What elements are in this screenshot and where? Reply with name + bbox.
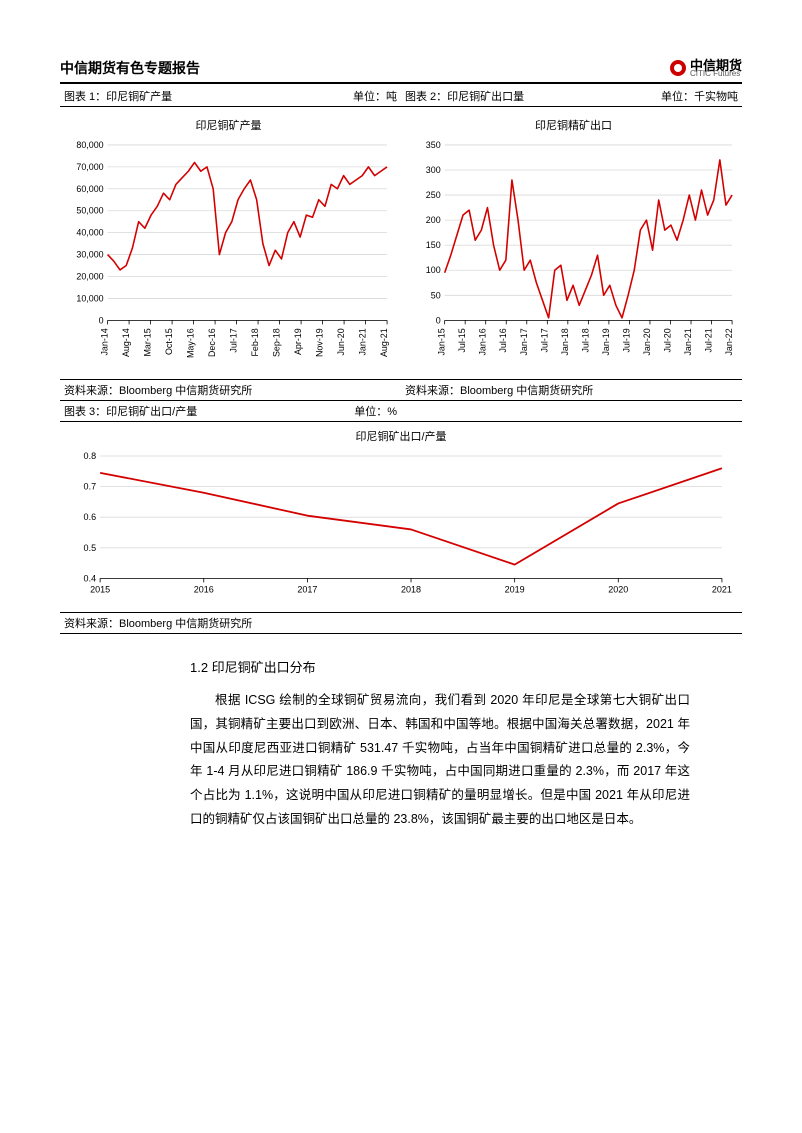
svg-text:Jan-21: Jan-21 xyxy=(358,328,368,355)
svg-text:2020: 2020 xyxy=(608,584,628,594)
svg-text:Dec-16: Dec-16 xyxy=(207,328,217,357)
svg-text:60,000: 60,000 xyxy=(76,184,103,194)
logo-icon xyxy=(670,60,686,76)
svg-text:0.4: 0.4 xyxy=(84,573,97,583)
svg-text:Jul-17: Jul-17 xyxy=(539,328,549,352)
svg-text:Jan-19: Jan-19 xyxy=(601,328,611,355)
svg-text:Mar-15: Mar-15 xyxy=(143,328,153,356)
svg-text:Jul-19: Jul-19 xyxy=(621,328,631,352)
section-title: 1.2 印尼铜矿出口分布 xyxy=(190,656,690,681)
svg-text:10,000: 10,000 xyxy=(76,293,103,303)
svg-text:0: 0 xyxy=(99,315,104,325)
figure-caption-row-top: 图表 1：印尼铜矿产量 单位：吨 图表 2：印尼铜矿出口量 单位：千实物吨 xyxy=(60,86,742,107)
figure1-unit: 单位：吨 xyxy=(353,88,397,104)
chart3-box: 印尼铜矿出口/产量 0.4 0.5 0.6 0.7 0.8 2015 2016 2017 201… xyxy=(60,428,742,608)
svg-text:Aug-21: Aug-21 xyxy=(379,328,389,357)
svg-text:Sep-18: Sep-18 xyxy=(272,328,282,357)
logo-text-en: CITIC Futures xyxy=(690,70,742,78)
svg-text:Jul-18: Jul-18 xyxy=(580,328,590,352)
figure3-caption: 图表 3：印尼铜矿出口/产量 xyxy=(64,403,197,419)
svg-text:May-16: May-16 xyxy=(186,328,196,358)
svg-text:Jul-16: Jul-16 xyxy=(498,328,508,352)
report-header: 中信期货有色专题报告 中信期货 CITIC Futures xyxy=(60,58,742,84)
figure3-unit: 单位：% xyxy=(354,403,397,419)
svg-text:Jul-21: Jul-21 xyxy=(704,328,714,352)
chart1-svg: 0 10,000 20,000 30,000 40,000 50,000 60,000 70,… xyxy=(60,137,397,375)
svg-text:150: 150 xyxy=(426,240,441,250)
brand-logo: 中信期货 CITIC Futures xyxy=(670,59,742,78)
body-text: 1.2 印尼铜矿出口分布 根据 ICSG 绘制的全球铜矿贸易流向，我们看到 20… xyxy=(190,656,690,831)
figure1-source: 资料来源：Bloomberg 中信期货研究所 xyxy=(60,380,401,400)
svg-text:Jan-22: Jan-22 xyxy=(724,328,734,355)
svg-text:20,000: 20,000 xyxy=(76,271,103,281)
svg-text:Feb-18: Feb-18 xyxy=(250,328,260,356)
figure2-caption: 图表 2：印尼铜矿出口量 xyxy=(405,88,524,104)
svg-text:2015: 2015 xyxy=(90,584,110,594)
svg-text:Nov-19: Nov-19 xyxy=(315,328,325,357)
svg-text:Jan-21: Jan-21 xyxy=(683,328,693,355)
chart2-box: 印尼铜精矿出口 0 50 100 150 200 250 300 350 Jan-15 Jul-1… xyxy=(405,111,742,375)
svg-text:250: 250 xyxy=(426,190,441,200)
chart2-svg: 0 50 100 150 200 250 300 350 Jan-15 Jul-15 Jan-16 J… xyxy=(405,137,742,375)
svg-text:0.7: 0.7 xyxy=(84,481,97,491)
svg-text:Apr-19: Apr-19 xyxy=(293,328,303,355)
svg-text:2021: 2021 xyxy=(712,584,732,594)
svg-text:2019: 2019 xyxy=(505,584,525,594)
svg-text:2016: 2016 xyxy=(194,584,214,594)
svg-text:0.8: 0.8 xyxy=(84,451,97,461)
figure3-source: 资料来源：Bloomberg 中信期货研究所 xyxy=(60,612,742,634)
chart1-box: 印尼铜矿产量 0 10,000 20,000 30,000 40,000 50,000 60… xyxy=(60,111,397,375)
svg-text:0.5: 0.5 xyxy=(84,543,97,553)
svg-text:Jan-15: Jan-15 xyxy=(437,328,447,355)
svg-text:100: 100 xyxy=(426,265,441,275)
svg-text:200: 200 xyxy=(426,215,441,225)
figure2-unit: 单位：千实物吨 xyxy=(661,88,738,104)
svg-text:30,000: 30,000 xyxy=(76,250,103,260)
svg-text:Jan-20: Jan-20 xyxy=(642,328,652,355)
chart3-svg: 0.4 0.5 0.6 0.7 0.8 2015 2016 2017 2018 2019 2020 2… xyxy=(60,448,742,608)
svg-text:2017: 2017 xyxy=(297,584,317,594)
svg-text:Jul-17: Jul-17 xyxy=(229,328,239,352)
svg-text:50: 50 xyxy=(431,290,441,300)
figure3-caption-row: 图表 3：印尼铜矿出口/产量 单位：% xyxy=(60,401,742,422)
chart1-title: 印尼铜矿产量 xyxy=(60,117,397,133)
svg-text:Jun-20: Jun-20 xyxy=(336,328,346,355)
svg-text:Jul-15: Jul-15 xyxy=(457,328,467,352)
svg-text:50,000: 50,000 xyxy=(76,206,103,216)
svg-text:300: 300 xyxy=(426,165,441,175)
svg-text:Jan-16: Jan-16 xyxy=(478,328,488,355)
svg-text:70,000: 70,000 xyxy=(76,162,103,172)
svg-text:80,000: 80,000 xyxy=(76,140,103,150)
source-row-top: 资料来源：Bloomberg 中信期货研究所 资料来源：Bloomberg 中信… xyxy=(60,379,742,401)
figure2-source: 资料来源：Bloomberg 中信期货研究所 xyxy=(401,380,742,400)
svg-text:Jan-17: Jan-17 xyxy=(519,328,529,355)
svg-text:Aug-14: Aug-14 xyxy=(121,328,131,357)
figure1-caption: 图表 1：印尼铜矿产量 xyxy=(64,88,172,104)
svg-text:0: 0 xyxy=(436,315,441,325)
svg-text:Jan-18: Jan-18 xyxy=(560,328,570,355)
svg-text:2018: 2018 xyxy=(401,584,421,594)
svg-text:350: 350 xyxy=(426,140,441,150)
chart3-title: 印尼铜矿出口/产量 xyxy=(60,428,742,444)
report-title: 中信期货有色专题报告 xyxy=(60,58,200,78)
charts-top-row: 印尼铜矿产量 0 10,000 20,000 30,000 40,000 50,000 60… xyxy=(60,111,742,375)
body-paragraph: 根据 ICSG 绘制的全球铜矿贸易流向，我们看到 2020 年印尼是全球第七大铜… xyxy=(190,689,690,832)
svg-text:Oct-15: Oct-15 xyxy=(164,328,174,355)
svg-text:0.6: 0.6 xyxy=(84,512,97,522)
chart2-title: 印尼铜精矿出口 xyxy=(405,117,742,133)
svg-text:Jan-14: Jan-14 xyxy=(100,328,110,355)
svg-text:40,000: 40,000 xyxy=(76,228,103,238)
svg-text:Jul-20: Jul-20 xyxy=(662,328,672,352)
